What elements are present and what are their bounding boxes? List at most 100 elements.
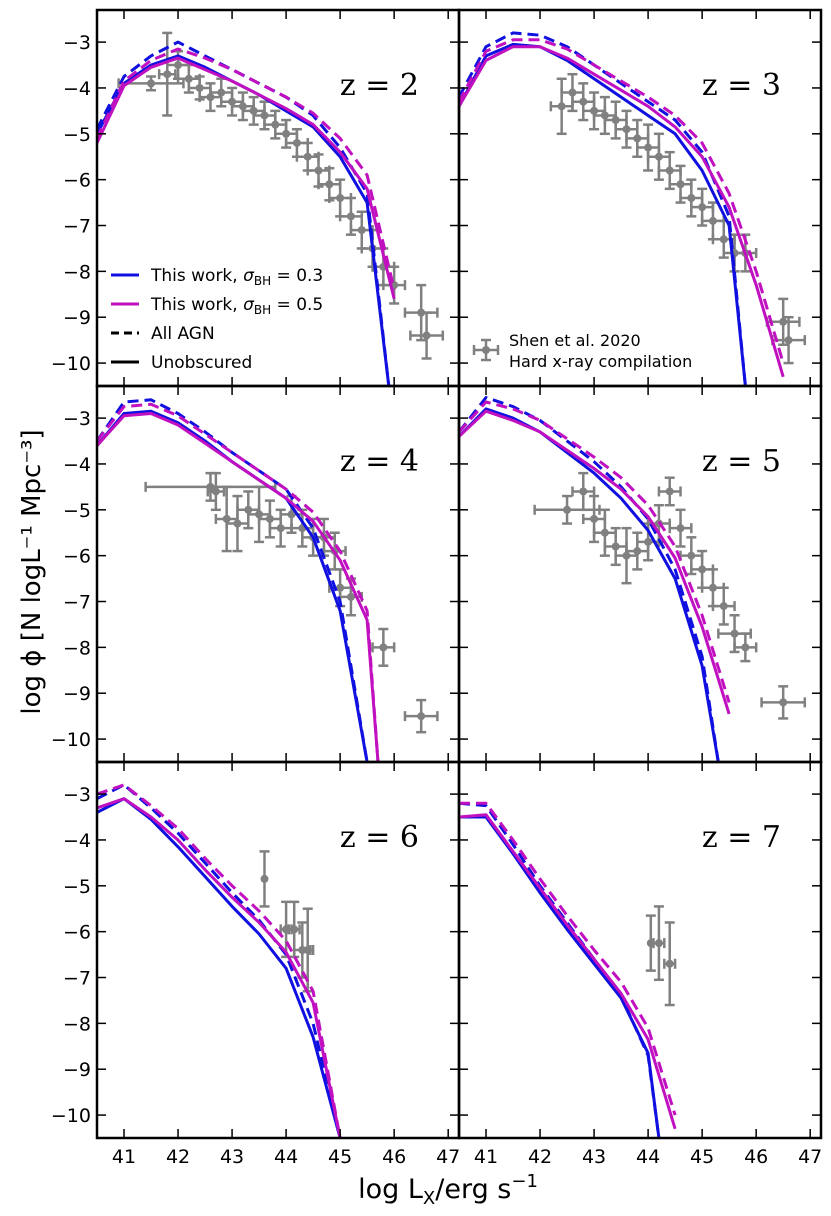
- data-marker: [290, 925, 299, 934]
- data-point: [533, 494, 601, 525]
- data-point: [571, 471, 596, 512]
- ticks: [459, 386, 821, 762]
- data-marker: [217, 88, 226, 97]
- data-point: [382, 265, 407, 305]
- data-marker: [719, 235, 728, 244]
- series-line-sigma05-all-agn: [97, 402, 380, 762]
- data-point: [403, 283, 439, 342]
- data-marker: [233, 519, 242, 528]
- y-tick-label: −4: [63, 454, 91, 476]
- data-marker: [422, 331, 431, 340]
- series-line-sigma05-unobscured: [97, 412, 380, 762]
- x-tick-label: 46: [744, 1146, 768, 1168]
- y-axis-label: log ϕ [N logL⁻¹ Mpc⁻³]: [17, 429, 47, 714]
- data-marker: [719, 602, 728, 611]
- series-line-sigma03-all-agn: [459, 801, 661, 1138]
- y-tick-label: −5: [63, 876, 91, 898]
- x-tick-label: 43: [220, 1146, 244, 1168]
- data-point: [663, 921, 677, 1007]
- data-point: [225, 494, 250, 553]
- series-line-sigma03-unobscured: [97, 797, 342, 1138]
- data-marker: [303, 152, 312, 161]
- data-point: [259, 850, 270, 908]
- x-tick-label: 42: [528, 1146, 552, 1168]
- x-tick-label: 45: [690, 1146, 714, 1168]
- x-tick-label: 41: [474, 1146, 498, 1168]
- y-tick-label: −10: [51, 1105, 91, 1127]
- data-marker: [282, 129, 291, 138]
- series-line-sigma05-unobscured: [459, 813, 677, 1130]
- data-marker: [579, 97, 588, 106]
- y-tick-label: −7: [63, 968, 91, 990]
- data-marker: [633, 547, 642, 556]
- ticks: −3 −4 −5 −6 −7 −8 −9 −10: [51, 386, 459, 762]
- redshift-label: z = 7: [702, 820, 781, 855]
- x-axis-label: log LX/erg s−1: [358, 1171, 538, 1209]
- legend-data-label-2: Hard x-ray compilation: [509, 352, 692, 371]
- data-marker: [260, 874, 269, 883]
- data-marker: [211, 487, 220, 496]
- plot-area: [459, 801, 677, 1138]
- data-marker: [611, 542, 620, 551]
- data-marker: [665, 959, 674, 968]
- data-marker: [314, 166, 323, 175]
- redshift-label: z = 5: [702, 444, 781, 479]
- data-marker: [557, 102, 566, 111]
- data-marker: [379, 643, 388, 652]
- data-marker: [687, 551, 696, 560]
- x-tick-label: 46: [382, 1146, 406, 1168]
- data-marker: [292, 138, 301, 147]
- y-tick-label: −3: [63, 784, 91, 806]
- data-marker: [687, 194, 696, 202]
- plot-area: [97, 398, 439, 762]
- plot-area: [459, 31, 807, 386]
- data-point: [301, 907, 315, 993]
- data-marker: [568, 88, 577, 97]
- panel-5: 41 42 43 44 45 46 47 −3 −4 −5 −6 −7 −8 −9 −10 z = 6: [51, 760, 460, 1168]
- y-tick-label: −3: [63, 408, 91, 430]
- data-marker: [147, 79, 156, 88]
- data-marker: [325, 180, 334, 189]
- data-point: [711, 586, 736, 626]
- ticks: −3 −4 −5 −6 −7 −8 −9 −10: [51, 10, 459, 386]
- data-point: [279, 900, 293, 959]
- data-marker: [654, 152, 663, 161]
- series-line-sigma05-unobscured: [459, 409, 731, 715]
- legend-marker: [482, 346, 490, 354]
- data-marker: [708, 216, 717, 225]
- data-point: [771, 315, 807, 365]
- data-marker: [644, 537, 653, 546]
- data-marker: [622, 125, 631, 134]
- data-marker: [195, 83, 204, 92]
- y-tick-label: −3: [63, 32, 91, 54]
- data-marker: [665, 487, 674, 496]
- panels-layer: −3 −4 −5 −6 −7 −8 −9 −10 z = 2 This work, σBH = 0…: [51, 8, 823, 1168]
- x-tick-label: 44: [636, 1146, 660, 1168]
- y-tick-label: −4: [63, 830, 91, 852]
- series-line-sigma05-unobscured: [97, 56, 396, 300]
- data-marker: [730, 629, 739, 638]
- y-tick-label: −6: [63, 922, 91, 944]
- data-marker: [779, 698, 788, 707]
- data-marker: [163, 70, 172, 79]
- x-tick-label: 47: [798, 1146, 822, 1168]
- x-tick-label: 44: [274, 1146, 298, 1168]
- data-marker: [779, 317, 788, 326]
- series-line-sigma03-unobscured: [459, 42, 747, 386]
- series-line-sigma05-all-agn: [97, 783, 342, 1138]
- data-point: [549, 77, 574, 136]
- data-point: [614, 109, 639, 149]
- data-point: [371, 627, 396, 667]
- ticks: [459, 10, 821, 386]
- data-marker: [174, 61, 183, 70]
- y-tick-label: −8: [63, 261, 91, 283]
- ticks: 41 42 43 44 45 46 47 −3 −4 −5 −6 −7 −8 −9 −10: [51, 762, 460, 1168]
- series-line-sigma03-all-agn: [97, 398, 369, 762]
- data-marker: [417, 712, 426, 721]
- x-tick-label: 42: [166, 1146, 190, 1168]
- panel-2: z = 3 Shen et al. 2020 Hard x-ray compilat…: [457, 8, 823, 388]
- redshift-label: z = 6: [340, 820, 419, 855]
- redshift-label: z = 4: [340, 444, 419, 479]
- data-marker: [336, 583, 345, 592]
- data-point: [657, 476, 682, 507]
